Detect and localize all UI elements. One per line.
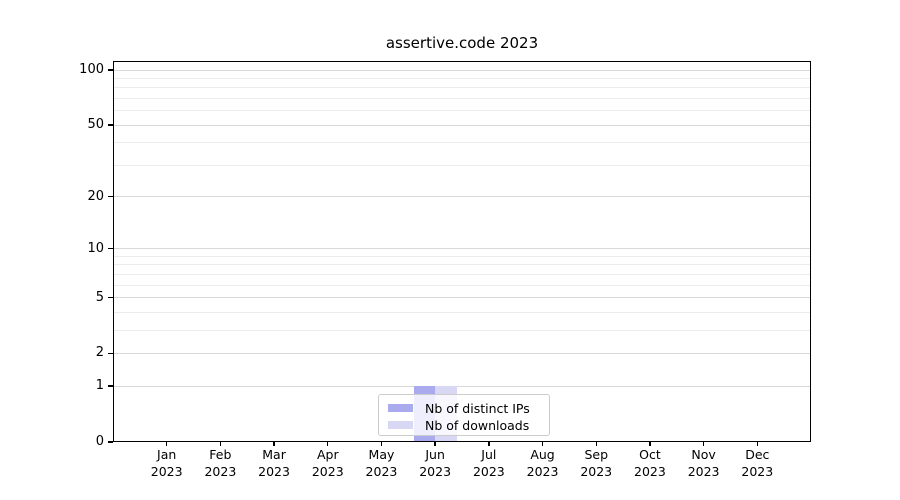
legend-label-downloads: Nb of downloads [425,417,530,433]
x-tick-mark [165,441,168,446]
major-gridline [114,69,810,71]
major-gridline [114,196,810,198]
minor-gridline [114,264,810,266]
x-tick-label: May 2023 [365,447,398,479]
x-tick-label: Mar 2023 [258,447,290,479]
y-tick-mark [108,69,113,71]
y-tick-mark [108,352,113,355]
major-gridline [114,124,810,126]
major-gridline [114,297,810,299]
y-tick-mark [108,385,113,387]
x-tick-mark [434,441,436,446]
y-tick-label: 50 [87,117,104,133]
chart-title: assertive.code 2023 [385,34,539,52]
x-tick-mark [649,441,651,446]
minor-gridline [114,255,810,257]
legend-swatch-distinct-ips [388,403,413,413]
legend-item-distinct-ips: Nb of distinct IPs [388,400,549,416]
legend-label-distinct-ips: Nb of distinct IPs [425,400,530,416]
x-tick-label: Sep 2023 [580,447,613,479]
x-tick-label: Jun 2023 [419,447,452,479]
minor-gridline [114,97,810,99]
y-tick-mark [108,441,113,443]
x-tick-label: Jul 2023 [472,447,505,479]
x-tick-mark [273,441,275,446]
x-tick-label: Nov 2023 [687,447,720,479]
minor-gridline [114,311,810,313]
y-tick-mark [108,195,113,198]
minor-gridline [114,87,810,89]
y-tick-label: 2 [95,345,104,361]
x-tick-mark [380,441,383,446]
legend-item-downloads: Nb of downloads [388,417,549,433]
x-tick-mark [219,441,222,446]
y-tick-mark [108,296,113,299]
minor-gridline [114,142,810,144]
minor-gridline [114,273,810,275]
minor-gridline [114,284,810,286]
x-tick-label: Aug 2023 [526,447,559,479]
x-tick-label: Apr 2023 [311,447,344,479]
y-tick-label: 100 [79,62,104,77]
major-gridline [114,352,810,354]
y-tick-label: 20 [87,188,104,204]
x-tick-mark [702,441,705,446]
x-tick-label: Jan 2023 [150,447,183,479]
x-tick-mark [756,441,758,446]
y-tick-mark [108,124,113,126]
y-tick-label: 10 [87,240,104,256]
x-tick-label: Oct 2023 [634,447,666,479]
x-tick-mark [327,441,329,446]
minor-gridline [114,110,810,112]
y-tick-mark [108,248,113,250]
y-tick-label: 0 [95,434,104,449]
x-tick-mark [488,441,490,446]
y-tick-label: 1 [95,378,104,394]
minor-gridline [114,77,810,79]
minor-gridline [114,164,810,166]
x-tick-label: Feb 2023 [204,447,237,479]
x-tick-mark [541,441,544,446]
x-tick-label: Dec 2023 [741,447,774,479]
legend-swatch-downloads [388,420,413,430]
legend: Nb of distinct IPs Nb of downloads [378,394,550,436]
major-gridline [114,385,810,387]
major-gridline [114,248,810,250]
y-tick-label: 5 [95,289,104,305]
x-tick-mark [595,441,597,446]
minor-gridline [114,329,810,331]
